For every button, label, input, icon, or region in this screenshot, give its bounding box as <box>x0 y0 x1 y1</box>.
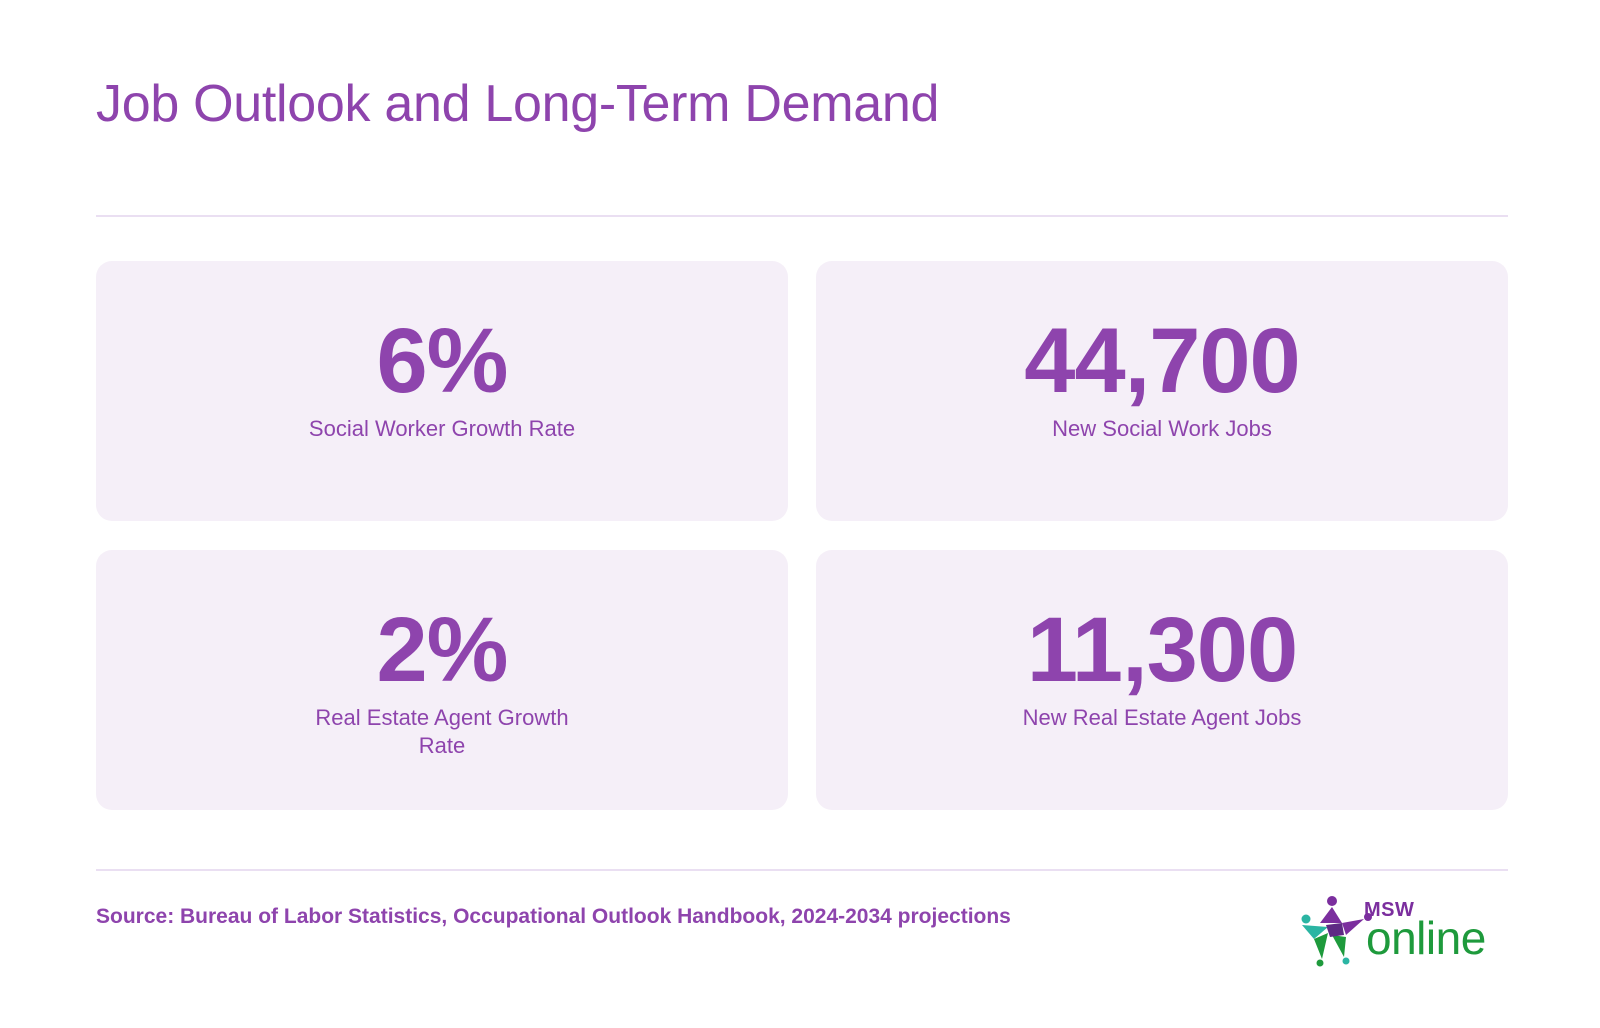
stat-label: Social Worker Growth Rate <box>308 416 576 441</box>
stat-value: 6% <box>376 310 509 412</box>
stat-label: New Social Work Jobs <box>1052 416 1272 441</box>
bottom-divider <box>96 869 1508 871</box>
stat-card-real-estate-growth: 2% Real Estate Agent Growth Rate <box>96 550 788 810</box>
page-title: Job Outlook and Long-Term Demand <box>96 75 940 133</box>
stat-card-new-social-work-jobs: 44,700 New Social Work Jobs <box>816 261 1508 521</box>
logo-msw-text: MSW <box>1364 899 1415 921</box>
stat-value: 11,300 <box>1026 599 1298 701</box>
stat-card-social-worker-growth: 6% Social Worker Growth Rate <box>96 261 788 521</box>
logo-online-text: online <box>1366 912 1486 964</box>
msw-online-logo: MSW online <box>1298 893 1510 967</box>
stat-label: New Real Estate Agent Jobs <box>1022 705 1302 730</box>
stat-label: Real Estate Agent Growth Rate <box>315 705 569 758</box>
star-people-logo-icon <box>1301 896 1372 967</box>
stat-card-new-real-estate-jobs: 11,300 New Real Estate Agent Jobs <box>816 550 1508 810</box>
stat-grid: 6% Social Worker Growth Rate 44,700 New … <box>96 261 1508 810</box>
stat-value: 44,700 <box>1024 310 1300 412</box>
top-divider <box>96 215 1508 217</box>
stat-value: 2% <box>376 599 509 701</box>
source-citation: Source: Bureau of Labor Statistics, Occu… <box>96 905 1011 928</box>
